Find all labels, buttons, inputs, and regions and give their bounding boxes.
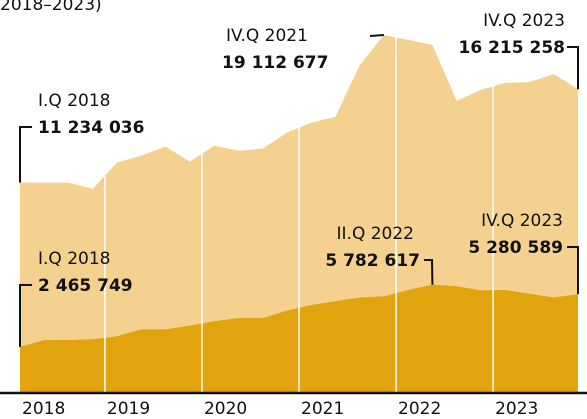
data-label: 16 215 258: [459, 38, 565, 58]
annotation-label: IV.Q 2023: [483, 11, 565, 31]
x-tick-label: 2021: [301, 399, 344, 419]
annotation-connector: [19, 284, 32, 347]
annotation-label: I.Q 2018: [38, 91, 110, 111]
x-tick-label: 2018: [22, 399, 65, 419]
data-label: 11 234 036: [38, 118, 144, 138]
data-label: 5 782 617: [325, 251, 420, 271]
annotation-label: IV.Q 2023: [481, 211, 563, 231]
annotation-connector: [424, 259, 434, 285]
annotation-connector: [567, 246, 579, 295]
annotation-label: I.Q 2018: [38, 249, 110, 269]
annotation-connector: [369, 34, 384, 37]
annotation-label: IV.Q 2021: [226, 26, 308, 46]
annotation-connector: [19, 126, 32, 183]
x-tick-label: 2022: [398, 399, 441, 419]
x-tick-label: 2019: [107, 399, 150, 419]
data-label: 2 465 749: [38, 276, 133, 296]
x-tick-label: 2020: [204, 399, 247, 419]
x-tick-label: 2023: [495, 399, 538, 419]
data-label: 5 280 589: [468, 238, 563, 258]
chart-subtitle: 2018–2023): [0, 0, 102, 15]
annotation-label: II.Q 2022: [337, 224, 414, 244]
data-label: 19 112 677: [222, 53, 328, 73]
annotation-connector: [567, 46, 579, 90]
